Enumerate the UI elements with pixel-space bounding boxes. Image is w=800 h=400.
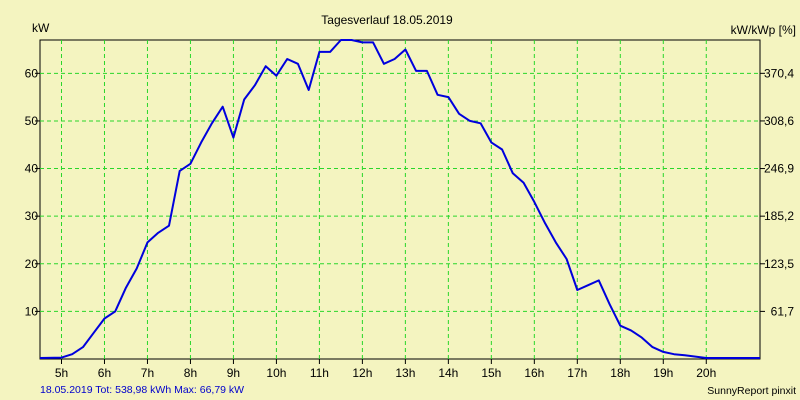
y-tick-label-left: 40 [25, 162, 39, 176]
y-tick-label-left: 60 [25, 66, 39, 80]
chart-title: Tagesverlauf 18.05.2019 [321, 13, 453, 27]
series-line-kw [39, 39, 760, 359]
y-tick-label-right: 370,4 [764, 66, 794, 80]
y-tick-label-right: 246,9 [764, 162, 794, 176]
x-tick-label: 15h [481, 366, 501, 380]
y-tick-label-left: 20 [25, 257, 39, 271]
plot-border [39, 39, 761, 360]
footer-summary: 18.05.2019 Tot: 538,98 kWh Max: 66,79 kW [40, 384, 244, 396]
y-tick-label-left: 10 [25, 304, 39, 318]
x-tick-label: 13h [395, 366, 415, 380]
y-tick-label-right: 123,5 [764, 257, 794, 271]
x-tick-label: 10h [266, 366, 286, 380]
y-tick-label-right: 61,7 [771, 304, 795, 318]
y-axis-right-label: kW/kWp [%] [731, 23, 796, 37]
x-tick-label: 11h [310, 366, 329, 380]
x-tick-label: 7h [141, 366, 154, 380]
plot-area: 5h 6h 7h 8h 9h 10h 11h 12h 13h 14h 15h 16h 17h 18h 19h… [25, 39, 795, 380]
footer-credit: SunnyReport pinxit [707, 385, 796, 397]
x-tick-label: 16h [524, 366, 544, 380]
y-tick-label-right: 185,2 [764, 209, 794, 223]
x-tick-label: 6h [98, 366, 111, 380]
x-tick-label: 8h [184, 366, 197, 380]
x-tick-label: 18h [610, 366, 630, 380]
x-tick-label: 12h [352, 366, 372, 380]
x-tick-label: 19h [653, 366, 673, 380]
y-tick-label-left: 30 [25, 209, 39, 223]
y-axis-left-label: kW [32, 21, 50, 35]
x-tick-label: 9h [227, 366, 240, 380]
x-tick-label: 5h [55, 366, 68, 380]
y-tick-label-right: 308,6 [764, 114, 794, 128]
x-tick-label: 20h [696, 366, 716, 380]
y-tick-label-left: 50 [25, 114, 39, 128]
x-tick-label: 14h [438, 366, 458, 380]
x-tick-label: 17h [567, 366, 587, 380]
